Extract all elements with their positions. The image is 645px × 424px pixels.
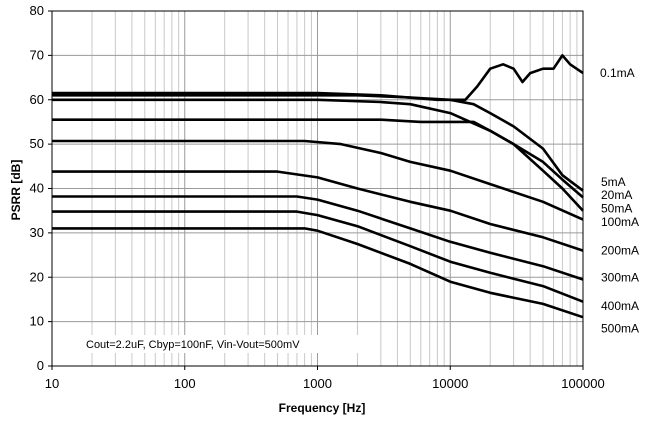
y-tick-label: 80 [30,3,44,18]
x-tick-label: 100000 [561,376,604,391]
y-tick-label: 20 [30,269,44,284]
series-label: 5mA [601,175,626,189]
y-tick-label: 50 [30,136,44,151]
y-tick-label: 30 [30,225,44,240]
series-label: 200mA [601,244,639,258]
y-tick-label: 0 [37,358,44,373]
grid [52,11,583,366]
y-tick-label: 60 [30,92,44,107]
series-label: 50mA [601,201,632,215]
y-tick-label: 40 [30,181,44,196]
y-tick-label: 10 [30,314,44,329]
x-axis-title: Frequency [Hz] [279,401,366,415]
series-line-50mA [52,118,584,212]
series-label: 500mA [601,321,639,335]
series-line-300mA [52,195,584,281]
series-line-200mA [52,170,584,252]
x-tick-label: 1000 [303,376,332,391]
y-axis-title: PSRR [dB] [9,160,23,221]
annotation-text: Cout=2.2uF, Cbyp=100nF, Vin-Vout=500mV [86,339,300,351]
series-line-500mA [52,227,584,319]
series-label: 100mA [601,215,639,229]
x-tick-label: 100 [174,376,196,391]
series-line-400mA [52,210,584,303]
series-layer [52,54,584,319]
annotation-box: Cout=2.2uF, Cbyp=100nF, Vin-Vout=500mV [70,335,370,353]
series-line-100mA [52,139,584,221]
series-label: 20mA [601,188,632,202]
x-tick-label: 10 [45,376,59,391]
x-tick-label: 10000 [432,376,468,391]
series-label: 300mA [601,270,639,284]
series-label: 400mA [601,299,639,313]
series-line-5mA [52,94,584,192]
y-tick-label: 70 [30,47,44,62]
series-label: 0.1mA [600,66,635,80]
